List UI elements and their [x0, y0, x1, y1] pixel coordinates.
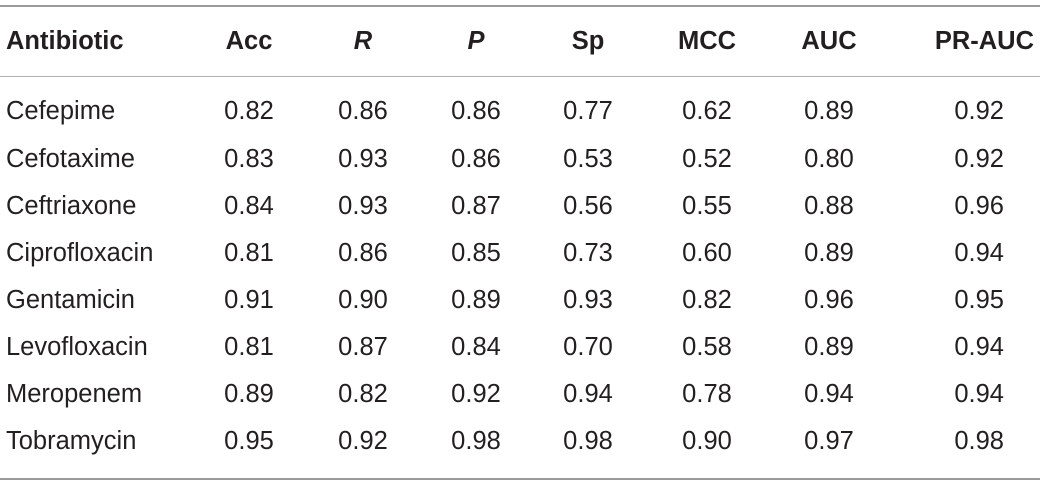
- cell-pr-auc: 0.94: [954, 333, 1004, 361]
- cell-p: 0.85: [451, 239, 501, 267]
- cell-mcc: 0.52: [682, 145, 732, 173]
- cell-auc: 0.89: [804, 333, 854, 361]
- cell-acc: 0.84: [224, 192, 274, 220]
- cell-pr-auc: 0.94: [954, 239, 1004, 267]
- cell-p: 0.86: [451, 96, 501, 125]
- cell-mcc: 0.55: [682, 192, 732, 220]
- column-header-p: P: [467, 27, 485, 55]
- cell-auc: 0.89: [804, 96, 854, 125]
- cell-p: 0.89: [451, 286, 501, 314]
- cell-mcc: 0.90: [682, 427, 732, 455]
- table-top-rule: [0, 5, 1040, 7]
- cell-antibiotic: Ciprofloxacin: [6, 239, 154, 267]
- cell-mcc: 0.60: [682, 239, 732, 267]
- cell-r: 0.93: [338, 145, 388, 173]
- cell-antibiotic: Gentamicin: [6, 286, 135, 314]
- cell-pr-auc: 0.95: [954, 286, 1004, 314]
- cell-mcc: 0.78: [682, 380, 732, 408]
- cell-auc: 0.96: [804, 286, 854, 314]
- cell-antibiotic: Tobramycin: [6, 427, 137, 455]
- cell-sp: 0.53: [563, 145, 613, 173]
- table-row: Meropenem 0.89 0.82 0.92 0.94 0.78 0.94 …: [0, 371, 1040, 418]
- table-row: Tobramycin 0.95 0.92 0.98 0.98 0.90 0.97…: [0, 418, 1040, 465]
- cell-r: 0.86: [338, 239, 388, 267]
- cell-antibiotic: Cefotaxime: [6, 145, 135, 173]
- column-header-sp: Sp: [571, 27, 605, 55]
- cell-sp: 0.56: [563, 192, 613, 220]
- cell-acc: 0.91: [224, 286, 274, 314]
- column-header-mcc: MCC: [677, 27, 737, 55]
- cell-acc: 0.89: [224, 380, 274, 408]
- cell-acc: 0.83: [224, 145, 274, 173]
- cell-sp: 0.73: [563, 239, 613, 267]
- cell-pr-auc: 0.92: [954, 145, 1004, 173]
- cell-mcc: 0.62: [682, 96, 732, 125]
- table-header-rule: [0, 76, 1040, 77]
- cell-antibiotic: Ceftriaxone: [6, 192, 137, 220]
- cell-auc: 0.97: [804, 427, 854, 455]
- cell-r: 0.90: [338, 286, 388, 314]
- table-row: Ceftriaxone 0.84 0.93 0.87 0.56 0.55 0.8…: [0, 183, 1040, 230]
- table-row: Cefepime 0.82 0.86 0.86 0.77 0.62 0.89 0…: [0, 76, 1040, 136]
- cell-acc: 0.81: [224, 239, 274, 267]
- cell-sp: 0.94: [563, 380, 613, 408]
- column-header-r: R: [353, 27, 373, 55]
- antibiotic-metrics-table: Antibiotic Acc R P Sp MCC AUC PR-AUC Cef…: [0, 7, 1040, 465]
- cell-acc: 0.81: [224, 333, 274, 361]
- cell-pr-auc: 0.92: [954, 96, 1004, 125]
- cell-sp: 0.70: [563, 333, 613, 361]
- column-header-auc: AUC: [801, 27, 857, 55]
- table-bottom-rule: [0, 478, 1040, 480]
- cell-sp: 0.93: [563, 286, 613, 314]
- cell-pr-auc: 0.96: [954, 192, 1004, 220]
- column-header-pr-auc: PR-AUC: [934, 27, 1034, 55]
- cell-mcc: 0.58: [682, 333, 732, 361]
- column-header-acc: Acc: [225, 27, 273, 55]
- cell-sp: 0.77: [563, 96, 613, 125]
- cell-auc: 0.88: [804, 192, 854, 220]
- table-row: Gentamicin 0.91 0.90 0.89 0.93 0.82 0.96…: [0, 277, 1040, 324]
- cell-auc: 0.80: [804, 145, 854, 173]
- cell-p: 0.87: [451, 192, 501, 220]
- table-header-row: Antibiotic Acc R P Sp MCC AUC PR-AUC: [0, 7, 1040, 76]
- cell-r: 0.86: [338, 96, 388, 125]
- column-header-antibiotic: Antibiotic: [6, 27, 124, 55]
- table-row: Ciprofloxacin 0.81 0.86 0.85 0.73 0.60 0…: [0, 230, 1040, 277]
- table-row: Levofloxacin 0.81 0.87 0.84 0.70 0.58 0.…: [0, 324, 1040, 371]
- cell-acc: 0.82: [224, 96, 274, 125]
- cell-mcc: 0.82: [682, 286, 732, 314]
- cell-pr-auc: 0.98: [954, 427, 1004, 455]
- cell-p: 0.84: [451, 333, 501, 361]
- cell-r: 0.87: [338, 333, 388, 361]
- cell-pr-auc: 0.94: [954, 380, 1004, 408]
- cell-antibiotic: Levofloxacin: [6, 333, 148, 361]
- table-row: Cefotaxime 0.83 0.93 0.86 0.53 0.52 0.80…: [0, 136, 1040, 183]
- cell-p: 0.92: [451, 380, 501, 408]
- cell-sp: 0.98: [563, 427, 613, 455]
- cell-auc: 0.94: [804, 380, 854, 408]
- cell-p: 0.98: [451, 427, 501, 455]
- cell-auc: 0.89: [804, 239, 854, 267]
- cell-acc: 0.95: [224, 427, 274, 455]
- cell-antibiotic: Cefepime: [6, 96, 116, 125]
- cell-r: 0.92: [338, 427, 388, 455]
- cell-p: 0.86: [451, 145, 501, 173]
- cell-r: 0.82: [338, 380, 388, 408]
- cell-antibiotic: Meropenem: [6, 380, 143, 408]
- cell-r: 0.93: [338, 192, 388, 220]
